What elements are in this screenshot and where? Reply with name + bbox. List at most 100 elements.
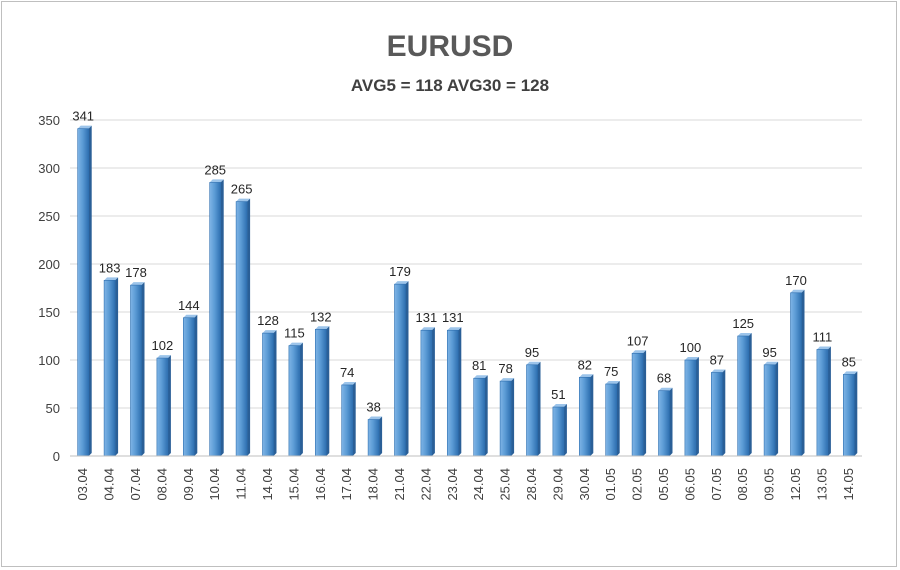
- bar: [314, 328, 327, 457]
- data-label: 68: [657, 371, 671, 386]
- bar-top: [816, 346, 831, 350]
- data-label: 144: [178, 298, 200, 313]
- bar-side: [722, 369, 726, 456]
- data-label: 102: [152, 338, 174, 353]
- bar: [499, 380, 512, 457]
- bar-top: [711, 369, 726, 373]
- data-label: 107: [627, 333, 649, 348]
- bar: [763, 364, 776, 457]
- data-label: 100: [680, 340, 702, 355]
- bar-side: [563, 404, 567, 456]
- bar: [578, 376, 591, 457]
- x-tick-label: 06.05: [682, 468, 697, 501]
- data-label: 78: [498, 361, 512, 376]
- bar: [341, 384, 354, 457]
- bar-side: [537, 361, 541, 456]
- x-tick-label: 09.05: [762, 468, 777, 501]
- x-tick-label: 17.04: [339, 468, 354, 501]
- bar-top: [790, 289, 805, 293]
- x-tick-label: 22.04: [418, 468, 433, 501]
- bar: [367, 419, 380, 457]
- y-tick-label: 50: [46, 401, 60, 416]
- bar-side: [854, 371, 858, 456]
- bar-top: [658, 387, 673, 391]
- bar-top: [605, 381, 620, 384]
- bar: [552, 406, 565, 457]
- data-label: 87: [710, 352, 724, 367]
- data-label: 183: [99, 260, 121, 275]
- bar: [394, 283, 406, 457]
- bar-side: [458, 327, 462, 456]
- bar: [262, 332, 274, 457]
- y-tick-label: 200: [38, 257, 60, 272]
- bar-top: [104, 277, 119, 281]
- x-tick-label: 30.04: [577, 468, 592, 501]
- bar-top: [368, 416, 383, 420]
- bar: [658, 390, 670, 457]
- x-tick-label: 01.05: [603, 468, 618, 501]
- bar-top: [394, 281, 409, 285]
- y-tick-label: 350: [38, 113, 60, 128]
- y-tick-label: 250: [38, 209, 60, 224]
- data-label: 178: [125, 265, 147, 280]
- x-tick-label: 14.04: [260, 468, 275, 501]
- data-label: 131: [416, 310, 438, 325]
- data-label: 341: [72, 109, 94, 124]
- data-label: 82: [578, 357, 592, 372]
- bar: [473, 377, 486, 457]
- bar-top: [209, 179, 224, 183]
- bar-side: [247, 198, 251, 456]
- bar-top: [632, 350, 647, 354]
- data-label: 285: [204, 162, 226, 177]
- bar-side: [484, 375, 488, 456]
- bar-side: [405, 281, 409, 456]
- bar-side: [379, 416, 383, 456]
- x-tick-label: 04.04: [102, 468, 117, 501]
- bar-top: [579, 374, 594, 378]
- x-tick-label: 07.04: [128, 468, 143, 501]
- bar-side: [88, 125, 92, 456]
- bar: [605, 383, 618, 457]
- data-label: 265: [231, 182, 253, 197]
- bar: [420, 329, 433, 457]
- data-label: 132: [310, 309, 332, 324]
- bar-top: [77, 125, 92, 129]
- x-tick-label: 14.05: [841, 468, 856, 501]
- bar-top: [341, 381, 356, 385]
- bar: [842, 374, 855, 457]
- bar-side: [299, 342, 303, 456]
- bar: [288, 345, 301, 457]
- bar-side: [431, 327, 435, 456]
- bar: [526, 364, 538, 457]
- bar-top: [130, 282, 145, 286]
- y-tick-label: 100: [38, 353, 60, 368]
- bar: [446, 329, 459, 457]
- x-tick-label: 03.04: [75, 468, 90, 501]
- bar: [130, 284, 142, 457]
- bar-side: [220, 179, 224, 456]
- y-tick-label: 0: [53, 449, 60, 464]
- bar-side: [643, 350, 647, 456]
- bar-top: [737, 333, 752, 336]
- x-tick-label: 28.04: [524, 468, 539, 501]
- bar-side: [326, 326, 330, 456]
- data-label: 131: [442, 310, 464, 325]
- data-label: 170: [785, 273, 807, 288]
- bar-side: [167, 355, 171, 456]
- bars: [77, 125, 858, 457]
- x-tick-label: 24.04: [471, 468, 486, 501]
- bar-side: [775, 361, 779, 456]
- data-label: 95: [762, 345, 776, 360]
- data-label: 74: [340, 365, 354, 380]
- bar-top: [843, 371, 858, 375]
- x-tick-label: 21.04: [392, 468, 407, 501]
- x-tick-label: 02.05: [630, 468, 645, 501]
- bar-top: [526, 361, 541, 365]
- bar: [816, 349, 829, 457]
- bar-top: [183, 314, 198, 318]
- y-tick-label: 300: [38, 161, 60, 176]
- data-label: 85: [842, 354, 856, 369]
- bar-top: [500, 378, 515, 382]
- bar-top: [236, 198, 251, 202]
